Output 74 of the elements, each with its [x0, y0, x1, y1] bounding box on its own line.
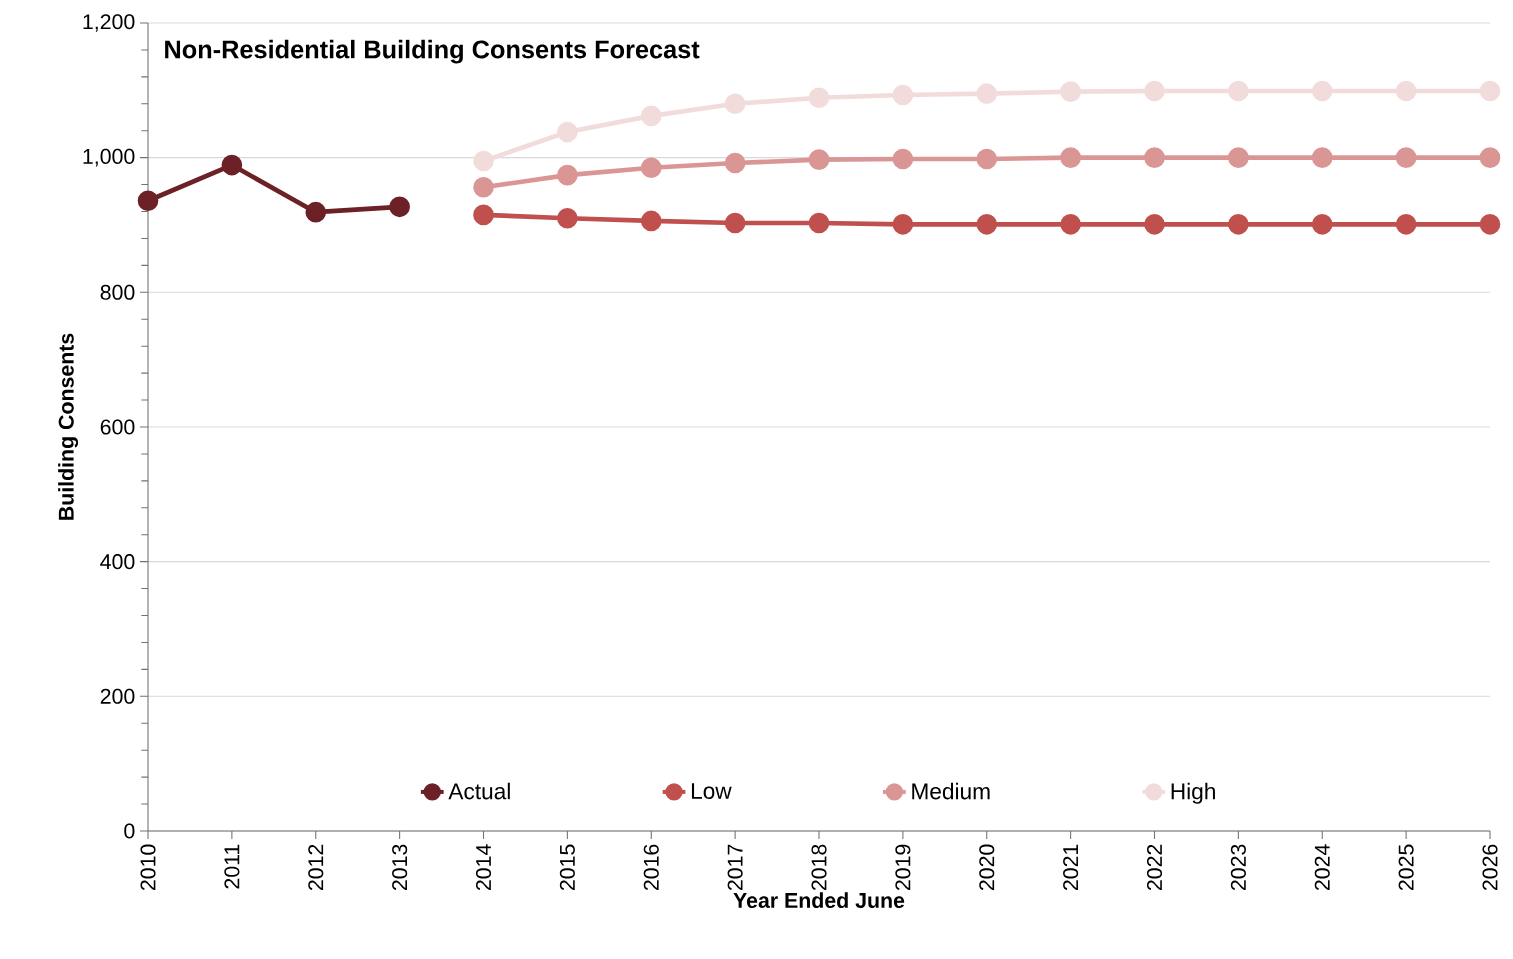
point [1479, 80, 1501, 102]
point [1144, 80, 1165, 102]
point [1060, 147, 1081, 168]
point [1144, 147, 1165, 168]
x-tick-label: 2017 [727, 844, 743, 891]
point [1395, 80, 1417, 102]
x-tick-label: 2025 [1398, 844, 1414, 891]
legend-label: Actual [448, 782, 510, 800]
point [473, 176, 494, 198]
y-axis-title: Building Consents [58, 333, 79, 520]
point [724, 152, 746, 174]
point [1395, 213, 1417, 235]
y-tick-label: 200 [100, 688, 135, 704]
point [808, 149, 830, 171]
point [389, 196, 410, 218]
point [1311, 213, 1333, 235]
point [1395, 147, 1417, 168]
x-tick-label: 2021 [1063, 844, 1079, 891]
point [640, 157, 662, 179]
x-tick-label: 2013 [392, 844, 408, 891]
point [1060, 81, 1081, 103]
x-tick-label: 2019 [895, 844, 911, 891]
point [808, 212, 830, 234]
point [1479, 213, 1501, 235]
y-tick-label: 0 [124, 823, 135, 839]
point [557, 121, 578, 143]
point [1228, 147, 1249, 168]
x-tick-label: 2022 [1146, 844, 1163, 891]
point [557, 164, 578, 186]
legend-label: Medium [912, 782, 990, 800]
x-tick-label: 2016 [643, 844, 659, 891]
x-tick-label: 2015 [559, 844, 575, 891]
x-tick-label: 2024 [1314, 844, 1330, 891]
point [892, 213, 914, 235]
point [473, 150, 494, 172]
x-tick-label: 2012 [308, 844, 324, 891]
point [1060, 213, 1081, 235]
legend-label: Low [691, 783, 732, 799]
point [305, 201, 327, 223]
y-tick-label: 400 [100, 554, 135, 570]
point [221, 154, 243, 176]
x-tick-label: 2010 [140, 844, 156, 891]
point [724, 212, 746, 234]
point [976, 213, 998, 235]
point [976, 83, 998, 105]
x-axis-title: Year Ended June [733, 892, 905, 908]
point [1479, 147, 1501, 168]
y-tick-label: 800 [100, 284, 135, 300]
x-tick-label: 2011 [224, 844, 240, 889]
point [1311, 147, 1333, 168]
y-tick-label: 1,000 [83, 148, 135, 167]
y-tick-label: 1,200 [83, 14, 135, 32]
point [473, 204, 494, 226]
x-tick-label: 2020 [979, 844, 995, 891]
point [892, 148, 914, 170]
x-tick-label: 2023 [1230, 844, 1246, 891]
point [1228, 213, 1249, 235]
point [137, 190, 159, 212]
text: Non-Residential Building Consents Forecast [165, 39, 700, 64]
legend-label: High [1171, 782, 1215, 804]
point [808, 87, 830, 109]
point [1311, 80, 1333, 102]
x-tick-label: 2018 [811, 844, 827, 891]
point [892, 84, 914, 106]
point [976, 148, 998, 170]
point [557, 207, 578, 229]
point [1144, 213, 1165, 235]
point [1228, 80, 1249, 102]
x-tick-label: 2026 [1482, 844, 1498, 891]
x-tick-label: 2014 [475, 844, 492, 891]
point [724, 93, 746, 115]
point [640, 210, 662, 232]
y-tick-label: 600 [100, 419, 135, 435]
point [640, 105, 662, 127]
